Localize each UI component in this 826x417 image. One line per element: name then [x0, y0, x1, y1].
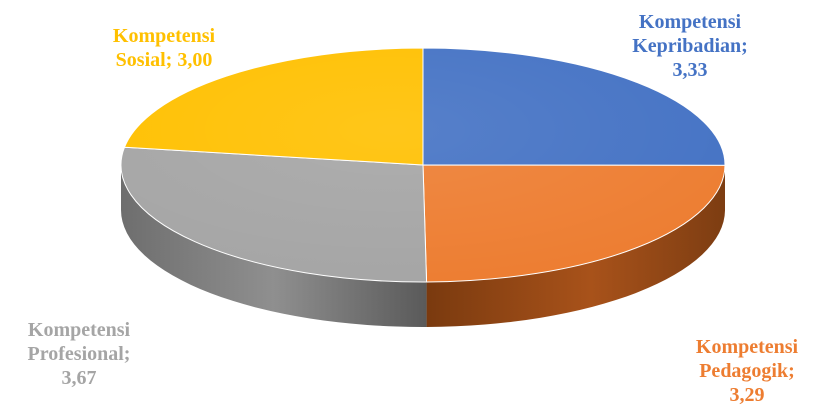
label-pedagogik: Kompetensi Pedagogik; 3,29 [695, 336, 799, 406]
label-profesional: Kompetensi Profesional; 3,67 [27, 319, 131, 389]
pie-side-kompetensi-profesional [121, 165, 427, 327]
pie-side-walls [121, 165, 726, 327]
pie-side-kompetensi-pedagogik [426, 165, 725, 327]
pie-top-faces [120, 47, 726, 283]
label-sosial: Kompetensi Sosial; 3,00 [112, 25, 216, 71]
label-kepribadian: Kompetensi Kepribadian; 3,33 [632, 11, 748, 81]
